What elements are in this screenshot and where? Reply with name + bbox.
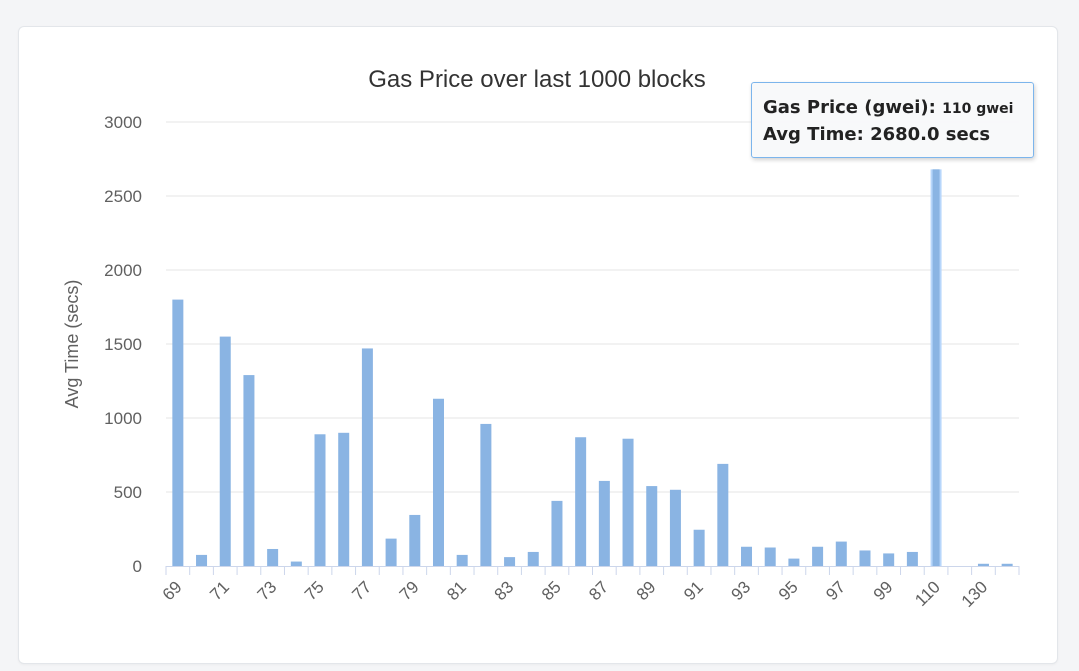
x-tick-label-77: 77 — [348, 577, 375, 604]
x-tick-label-87: 87 — [585, 577, 612, 604]
bar-85[interactable] — [551, 500, 563, 566]
bar-92[interactable] — [717, 463, 729, 566]
x-tick-label-71: 71 — [206, 577, 233, 604]
bar-90[interactable] — [669, 489, 681, 566]
bar-140[interactable] — [1001, 563, 1013, 566]
x-tick-label-73: 73 — [254, 577, 281, 604]
bar-76[interactable] — [338, 432, 350, 566]
bar-87[interactable] — [598, 480, 610, 566]
bar-100[interactable] — [906, 551, 918, 566]
bar-98[interactable] — [859, 550, 871, 566]
bar-130[interactable] — [977, 563, 989, 566]
grid-lines — [166, 121, 1019, 493]
y-axis-title: Avg Time (secs) — [62, 280, 82, 409]
tooltip-value-gas-price: 110 gwei — [942, 101, 1014, 117]
y-tick-label-3000: 3000 — [104, 113, 142, 132]
y-tick-label-1000: 1000 — [104, 409, 142, 428]
bar-72[interactable] — [243, 375, 255, 566]
bar-highlight-core-110 — [932, 169, 940, 567]
bar-84[interactable] — [527, 551, 539, 566]
bar-tooltip: Gas Price (gwei): 110 gwei Avg Time: 268… — [751, 82, 1034, 158]
x-tick-label-95: 95 — [775, 577, 802, 604]
y-tick-label-2500: 2500 — [104, 187, 142, 206]
bar-71[interactable] — [219, 336, 231, 566]
bar-69[interactable] — [172, 299, 184, 566]
bar-81[interactable] — [456, 554, 468, 566]
bar-82[interactable] — [480, 423, 492, 566]
x-tick-label-89: 89 — [633, 577, 660, 604]
bar-89[interactable] — [646, 486, 658, 566]
bar-74[interactable] — [290, 561, 302, 566]
y-tick-label-500: 500 — [114, 483, 142, 502]
bar-88[interactable] — [622, 438, 634, 566]
bar-75[interactable] — [314, 434, 326, 566]
bar-80[interactable] — [432, 398, 444, 566]
y-tick-label-1500: 1500 — [104, 335, 142, 354]
x-tick-label-110: 110 — [911, 577, 944, 610]
bar-86[interactable] — [575, 437, 587, 566]
x-tick-label-93: 93 — [728, 577, 755, 604]
bars — [172, 169, 1013, 567]
bar-79[interactable] — [409, 514, 421, 566]
tooltip-row-gas-price: Gas Price (gwei): 110 gwei — [763, 95, 1022, 122]
y-tick-label-0: 0 — [133, 557, 142, 576]
bar-95[interactable] — [788, 558, 800, 566]
x-tick-label-91: 91 — [680, 577, 707, 604]
bar-94[interactable] — [764, 547, 776, 567]
tooltip-label-avg-time: Avg Time: — [763, 124, 864, 145]
tooltip-label-gas-price: Gas Price (gwei): — [763, 97, 936, 118]
tooltip-value-avg-time: 2680.0 secs — [870, 124, 991, 145]
x-tick-label-79: 79 — [396, 577, 423, 604]
x-axis-tick-labels: 69 71 73 75 77 79 81 83 85 87 89 91 93 95 97 99 110 130 — [159, 577, 992, 610]
bar-70[interactable] — [196, 554, 208, 566]
bar-97[interactable] — [835, 541, 847, 566]
bar-73[interactable] — [267, 548, 279, 566]
chart-title: Gas Price over last 1000 blocks — [368, 66, 706, 93]
bar-78[interactable] — [385, 538, 397, 566]
bar-96[interactable] — [812, 546, 824, 566]
bar-93[interactable] — [741, 546, 753, 566]
x-tick-label-75: 75 — [301, 577, 328, 604]
x-tick-label-81: 81 — [443, 577, 470, 604]
tooltip-row-avg-time: Avg Time: 2680.0 secs — [763, 122, 1022, 148]
bar-91[interactable] — [693, 529, 705, 566]
x-tick-label-69: 69 — [159, 577, 186, 604]
bar-77[interactable] — [361, 348, 373, 566]
x-tick-label-130: 130 — [958, 577, 991, 610]
y-axis-tick-labels: 0 500 1000 1500 2000 2500 3000 — [104, 113, 142, 576]
x-tick-label-85: 85 — [538, 577, 565, 604]
x-axis — [165, 566, 1020, 575]
y-tick-label-2000: 2000 — [104, 261, 142, 280]
bar-83[interactable] — [504, 557, 516, 566]
x-tick-label-83: 83 — [491, 577, 518, 604]
bar-99[interactable] — [883, 553, 895, 566]
x-tick-label-99: 99 — [870, 577, 897, 604]
x-tick-label-97: 97 — [822, 577, 849, 604]
